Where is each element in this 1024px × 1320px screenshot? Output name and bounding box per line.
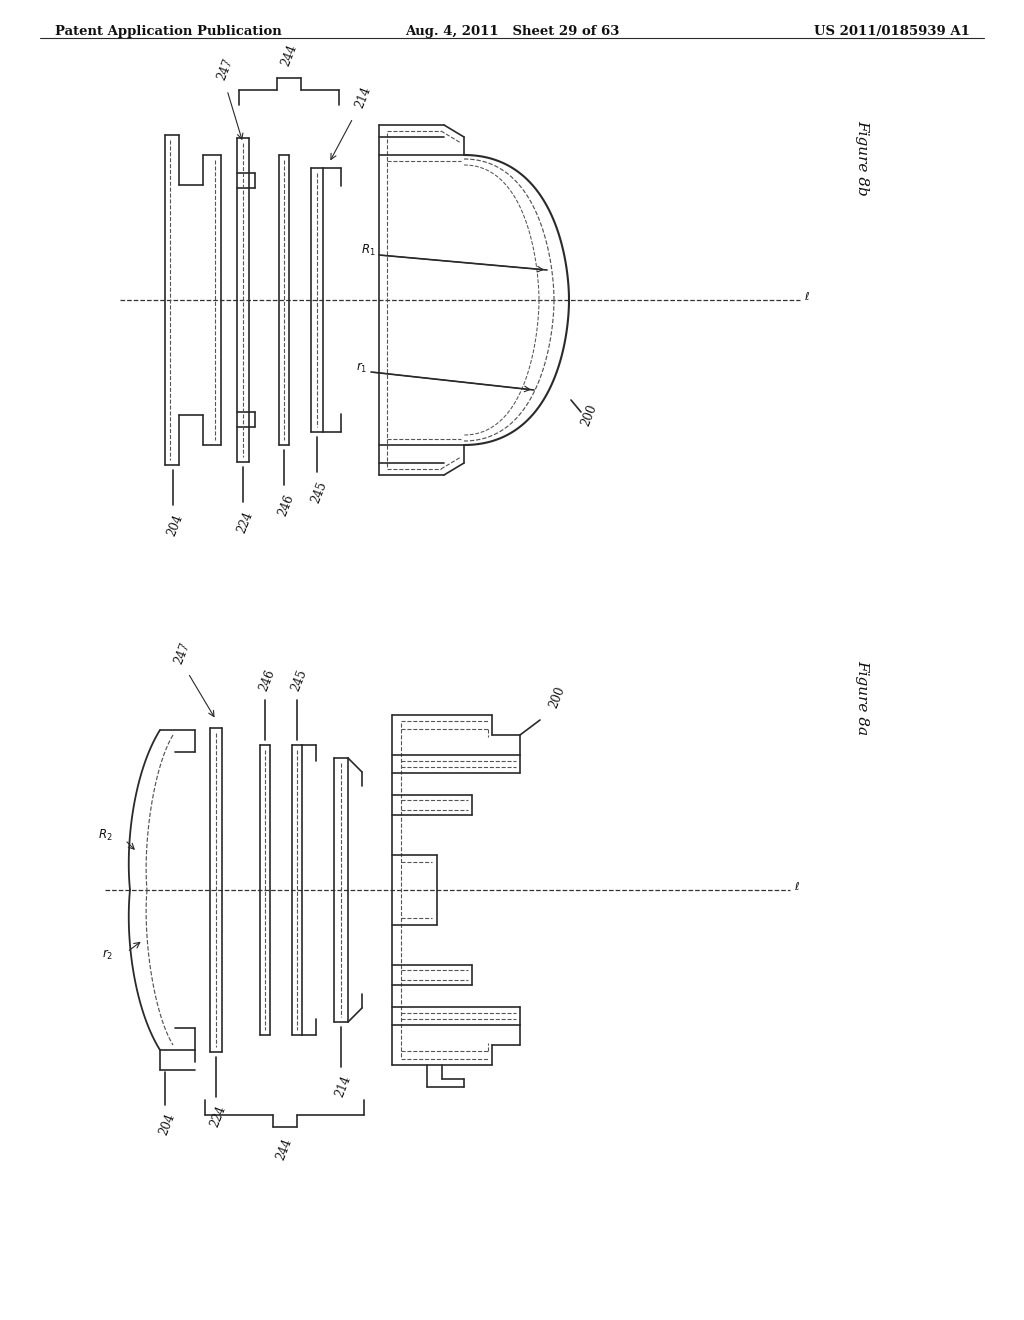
Text: 204: 204 [165, 513, 185, 539]
Text: $\mathit{\ell}$: $\mathit{\ell}$ [804, 290, 810, 302]
Text: 246: 246 [275, 492, 296, 519]
Text: Patent Application Publication: Patent Application Publication [55, 25, 282, 38]
Text: 246: 246 [257, 668, 278, 693]
Text: 247: 247 [172, 640, 193, 667]
Text: Aug. 4, 2011   Sheet 29 of 63: Aug. 4, 2011 Sheet 29 of 63 [404, 25, 620, 38]
Text: 200: 200 [547, 684, 567, 710]
Text: $\mathit{r_1}$: $\mathit{r_1}$ [356, 360, 368, 375]
Text: Figure 8a: Figure 8a [855, 660, 869, 735]
Text: 244: 244 [279, 42, 299, 69]
Text: $\mathit{r_2}$: $\mathit{r_2}$ [101, 948, 113, 962]
Text: 224: 224 [208, 1104, 228, 1130]
Text: 245: 245 [289, 668, 309, 693]
Text: 204: 204 [157, 1111, 177, 1138]
Text: 244: 244 [274, 1137, 295, 1163]
Text: $\mathit{\ell}$: $\mathit{\ell}$ [794, 880, 800, 892]
Text: $\mathit{R_1}$: $\mathit{R_1}$ [361, 243, 376, 257]
Text: Figure 8b: Figure 8b [855, 120, 869, 195]
Text: 214: 214 [333, 1074, 353, 1100]
Text: US 2011/0185939 A1: US 2011/0185939 A1 [814, 25, 970, 38]
Text: 214: 214 [353, 84, 373, 110]
Text: 200: 200 [579, 403, 599, 428]
Text: 245: 245 [309, 480, 330, 506]
Text: $\mathit{R_2}$: $\mathit{R_2}$ [98, 828, 113, 842]
Text: 224: 224 [234, 510, 255, 536]
Text: 247: 247 [215, 57, 236, 82]
